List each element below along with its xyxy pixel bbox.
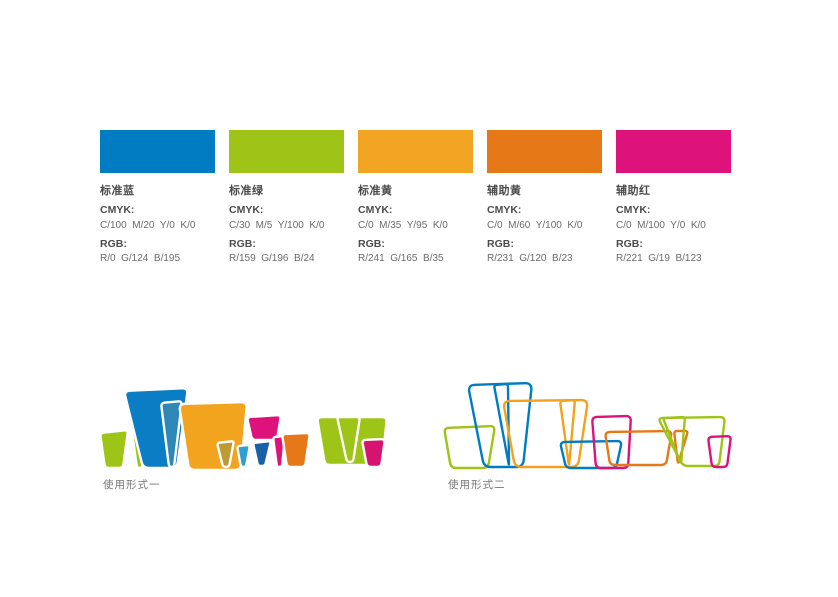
palette-column-green: 标准绿 CMYK: C/30 M/5 Y/100 K/0 RGB: R/159 … (229, 130, 344, 265)
magenta-cup-tall (591, 414, 632, 470)
magenta-cup-small (361, 437, 386, 469)
rgb-label: RGB: (229, 237, 256, 250)
cmyk-label: CMYK: (358, 204, 393, 216)
color-name: 标准黄 (358, 185, 393, 197)
color-swatch-aux-red (616, 130, 731, 173)
cmyk-label: CMYK: (616, 204, 651, 216)
cmyk-value: C/0 M/35 Y/95 K/0 (358, 219, 448, 231)
logo-usage-form-1 (99, 387, 388, 472)
cmyk-label: CMYK: (100, 204, 135, 216)
green-inner-wedge (336, 415, 361, 464)
blue-cup-wide (559, 439, 623, 470)
blue-cup-tall (467, 382, 533, 469)
orange-wedge-wide (673, 429, 689, 464)
color-name: 标准蓝 (100, 185, 135, 197)
orange-wedge-big (559, 398, 576, 466)
color-swatch-yellow (358, 130, 473, 173)
usage-form-1-label: 使用形式一 (103, 479, 161, 491)
blue-wedge (493, 382, 511, 466)
rgb-label: RGB: (358, 237, 385, 250)
rgb-label: RGB: (487, 237, 514, 250)
cmyk-value: C/100 M/20 Y/0 K/0 (100, 219, 196, 231)
cmyk-value: C/0 M/100 Y/0 K/0 (616, 219, 706, 231)
lightblue-wedge (236, 443, 251, 469)
green-cup-wide (658, 415, 726, 468)
rgb-value: R/231 G/120 B/23 (487, 253, 573, 265)
rgb-value: R/159 G/196 B/24 (229, 253, 315, 265)
logo-usage-form-2 (443, 382, 732, 470)
teal-wedge (160, 400, 183, 469)
rgb-label: RGB: (100, 237, 127, 250)
color-swatch-blue (100, 130, 215, 173)
palette-column-aux-red: 辅助红 CMYK: C/0 M/100 Y/0 K/0 RGB: R/221 G… (616, 130, 731, 265)
cmyk-value: C/0 M/60 Y/100 K/0 (487, 219, 583, 231)
magenta-cup-small (707, 434, 732, 469)
color-name: 辅助红 (616, 185, 651, 197)
cmyk-label: CMYK: (229, 204, 264, 216)
palette-column-yellow: 标准黄 CMYK: C/0 M/35 Y/95 K/0 RGB: R/241 G… (358, 130, 473, 265)
color-name: 标准绿 (229, 185, 264, 197)
orange-cup-2 (281, 431, 311, 469)
palette-column-aux-yellow: 辅助黄 CMYK: C/0 M/60 Y/100 K/0 RGB: R/231 … (487, 130, 602, 265)
darkblue-wedge (252, 440, 272, 468)
orange-cup-wide (604, 429, 673, 467)
olive-wedge (216, 440, 235, 469)
rgb-label: RGB: (616, 237, 643, 250)
green-wedge-wide (662, 415, 686, 464)
color-palette-row: 标准蓝 CMYK: C/100 M/20 Y/0 K/0 RGB: R/0 G/… (100, 130, 731, 265)
palette-column-blue: 标准蓝 CMYK: C/100 M/20 Y/0 K/0 RGB: R/0 G/… (100, 130, 215, 265)
rgb-value: R/221 G/19 B/123 (616, 253, 702, 265)
cmyk-label: CMYK: (487, 204, 522, 216)
color-swatch-green (229, 130, 344, 173)
green-cup-a (99, 429, 129, 470)
orange-cup-big (178, 401, 248, 472)
rgb-value: R/0 G/124 B/195 (100, 253, 181, 265)
usage-form-2-label: 使用形式二 (448, 479, 506, 491)
cmyk-value: C/30 M/5 Y/100 K/0 (229, 219, 325, 231)
orange-cup-big (502, 398, 589, 469)
color-name: 辅助黄 (487, 185, 522, 197)
rgb-value: R/241 G/165 B/35 (358, 253, 444, 265)
color-swatch-aux-yellow (487, 130, 602, 173)
green-cup (443, 425, 496, 470)
